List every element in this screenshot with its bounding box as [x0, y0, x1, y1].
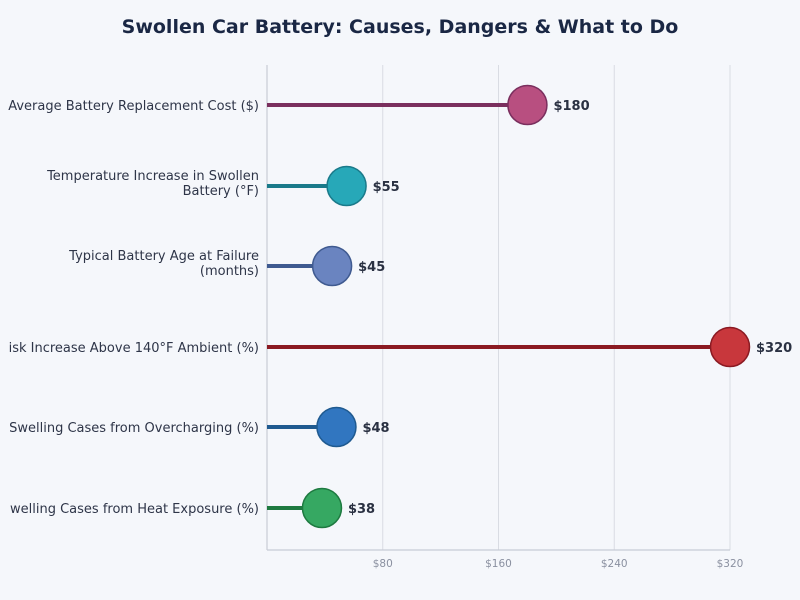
- data-label: $320: [756, 341, 792, 356]
- lollipop-dot: [311, 245, 353, 287]
- lollipop-dot: [507, 84, 548, 126]
- category-label: isk Increase Above 140°F Ambient (%): [9, 341, 259, 356]
- category-label: Average Battery Replacement Cost ($): [8, 99, 259, 114]
- lollipop-dot: [326, 165, 367, 207]
- category-label: Typical Battery Age at Failure: [68, 249, 259, 264]
- data-label: $48: [362, 421, 389, 436]
- x-tick-label: $240: [601, 558, 628, 570]
- lollipop-dot: [301, 487, 343, 529]
- data-label: $45: [358, 260, 385, 275]
- x-tick-label: $160: [485, 558, 512, 570]
- category-label: Battery (°F): [183, 184, 259, 199]
- category-label: (months): [200, 264, 259, 279]
- data-label: $38: [348, 502, 375, 517]
- x-tick-label: $320: [717, 558, 744, 570]
- lollipop-dot: [709, 326, 751, 368]
- data-label: $180: [553, 99, 589, 114]
- category-label: Swelling Cases from Overcharging (%): [9, 421, 259, 436]
- x-tick-label: $80: [373, 558, 393, 570]
- data-label: $55: [373, 180, 400, 195]
- chart-title: Swollen Car Battery: Causes, Dangers & W…: [121, 16, 679, 38]
- category-label: welling Cases from Heat Exposure (%): [10, 502, 259, 517]
- category-label: Temperature Increase in Swollen: [46, 169, 259, 184]
- lollipop-dot: [316, 406, 357, 448]
